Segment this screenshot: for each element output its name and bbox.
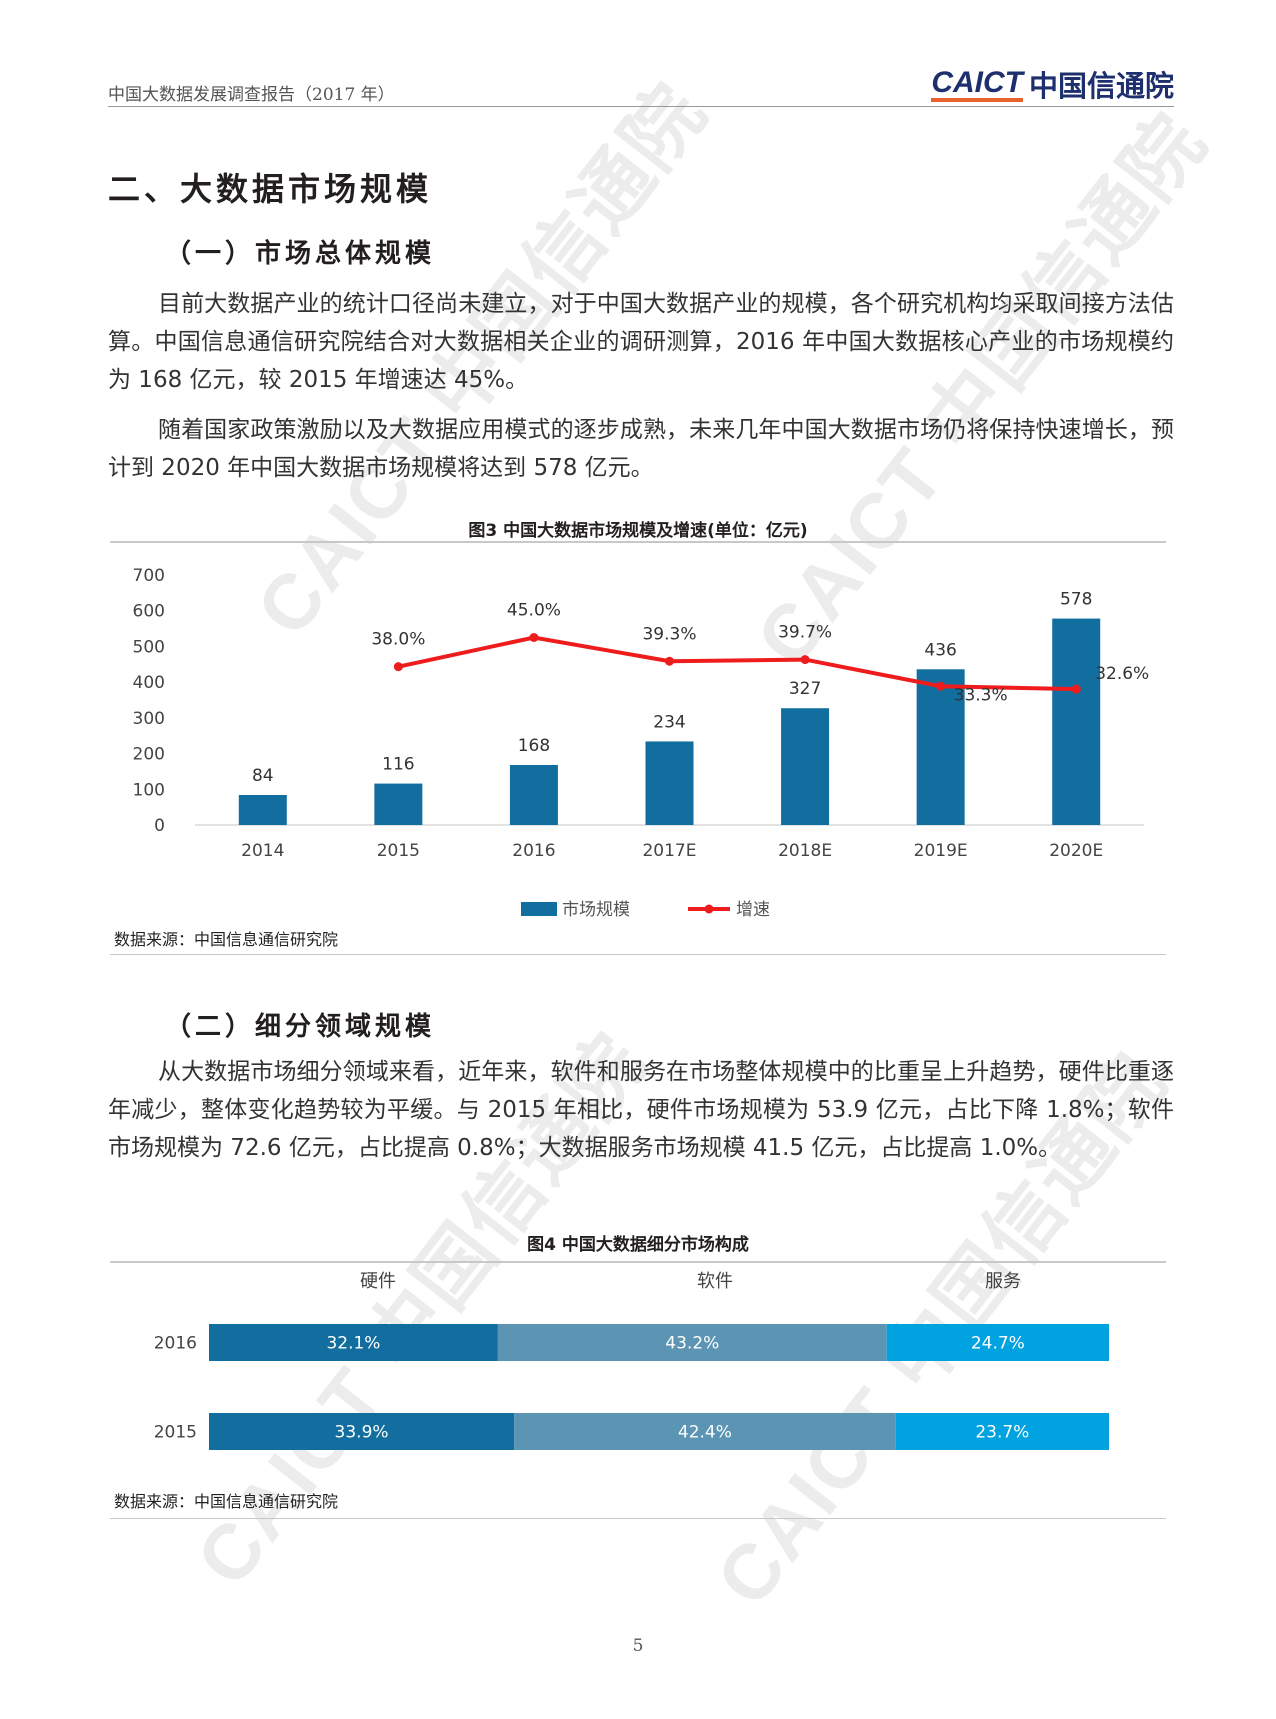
category-label: 2016 (154, 1334, 197, 1354)
legend-label: 增速 (736, 900, 770, 920)
legend-label: 软件 (697, 1271, 733, 1292)
stacked-segment (209, 1324, 498, 1361)
growth-value-label: 39.7% (778, 623, 832, 643)
legend-swatch-bar (521, 902, 557, 916)
figure-4-title: 图4 中国大数据细分市场构成 (527, 1235, 749, 1255)
y-tick-label: 100 (133, 780, 165, 800)
bar (509, 765, 558, 825)
growth-point (1071, 684, 1081, 694)
logo-en: CAICT (931, 68, 1023, 102)
y-tick-label: 700 (133, 566, 165, 586)
bar-value-label: 436 (924, 640, 956, 660)
header-divider (108, 106, 1174, 107)
figure-4-source: 数据来源：中国信息通信研究院 (114, 1492, 339, 1511)
bar (645, 741, 694, 825)
segment-value-label: 23.7% (975, 1423, 1029, 1443)
x-tick-label: 2017E (642, 841, 696, 861)
section-title: 二、大数据市场规模 (108, 170, 433, 208)
growth-point (936, 681, 946, 691)
x-tick-label: 2018E (778, 841, 832, 861)
category-label: 2015 (154, 1423, 197, 1443)
figure-top-rule (110, 541, 1166, 543)
logo-cn: 中国信通院 (1028, 69, 1174, 103)
bar-value-label: 116 (382, 755, 414, 775)
bar (781, 708, 830, 825)
bar (916, 669, 965, 825)
figure-bottom-rule (110, 1518, 1166, 1519)
y-tick-label: 500 (133, 637, 165, 657)
bar (238, 795, 287, 825)
caict-logo: CAICT 中国信通院 (931, 68, 1174, 102)
bar-value-label: 168 (518, 736, 550, 756)
y-tick-label: 300 (133, 709, 165, 729)
x-tick-label: 2015 (377, 841, 420, 861)
growth-point (529, 633, 539, 642)
growth-line (397, 635, 1077, 692)
paragraph: 随着国家政策激励以及大数据应用模式的逐步成熟，未来几年中国大数据市场仍将保持快速… (108, 417, 1174, 481)
subsection-title-1: （一）市场总体规模 (165, 239, 436, 269)
growth-value-label: 39.3% (642, 624, 696, 644)
growth-value-label: 45.0% (507, 601, 561, 621)
legend-label: 硬件 (360, 1271, 396, 1292)
figure-3-chart: 0 100 200 300 400 500 600 700 84 2014 116 2015 168 20… (133, 566, 1150, 920)
growth-value-label: 38.0% (371, 630, 425, 650)
growth-point (665, 656, 674, 666)
legend-label: 服务 (985, 1271, 1021, 1292)
figure-3-source: 数据来源：中国信息通信研究院 (114, 930, 339, 949)
stacked-segment (886, 1324, 1109, 1361)
page-number: 5 (632, 1636, 644, 1656)
legend-swatch-point (704, 904, 714, 914)
stacked-segment (514, 1413, 896, 1450)
figure-3-title: 图3 中国大数据市场规模及增速(单位：亿元) (468, 521, 808, 541)
growth-point (800, 655, 810, 665)
y-tick-label: 400 (133, 673, 165, 693)
segment-value-label: 42.4% (678, 1423, 732, 1443)
figure-top-rule (110, 1261, 1166, 1263)
paragraph: 目前大数据产业的统计口径尚未建立，对于中国大数据产业的规模，各个研究机构均采取间… (108, 291, 1174, 393)
stacked-segment (497, 1324, 887, 1361)
bar-value-label: 84 (252, 766, 274, 786)
x-tick-label: 2019E (914, 841, 968, 861)
segment-value-label: 32.1% (326, 1334, 380, 1354)
y-tick-label: 600 (133, 602, 165, 622)
x-tick-label: 2016 (512, 841, 555, 861)
bar-value-label: 578 (1060, 590, 1092, 610)
figure-bottom-rule (110, 954, 1166, 955)
growth-value-label: 33.3% (954, 685, 1008, 705)
bar (374, 783, 423, 825)
legend-label: 市场规模 (562, 900, 630, 920)
bar (1052, 618, 1101, 825)
segment-value-label: 33.9% (335, 1423, 389, 1443)
header-title: 中国大数据发展调查报告（2017 年） (108, 85, 395, 105)
growth-value-label: 32.6% (1095, 664, 1149, 684)
paragraph: 从大数据市场细分领域来看，近年来，软件和服务在市场整体规模中的比重呈上升趋势，硬… (108, 1059, 1174, 1161)
segment-value-label: 24.7% (971, 1334, 1025, 1354)
figure-4-chart: 硬件 软件 服务 2016 32.1% 43.2% 24.7% 2015 33.9% 42.4% 2… (154, 1271, 1109, 1450)
y-tick-label: 0 (154, 816, 165, 836)
bar-value-label: 327 (789, 679, 821, 699)
y-tick-label: 200 (133, 745, 165, 765)
x-tick-label: 2014 (241, 841, 284, 861)
bar-value-label: 234 (653, 712, 685, 732)
stacked-segment (209, 1413, 515, 1450)
x-tick-label: 2020E (1049, 841, 1103, 861)
subsection-title-2: （二）细分领域规模 (165, 1012, 436, 1042)
growth-point (393, 662, 403, 672)
segment-value-label: 43.2% (665, 1334, 719, 1354)
stacked-segment (895, 1413, 1109, 1450)
